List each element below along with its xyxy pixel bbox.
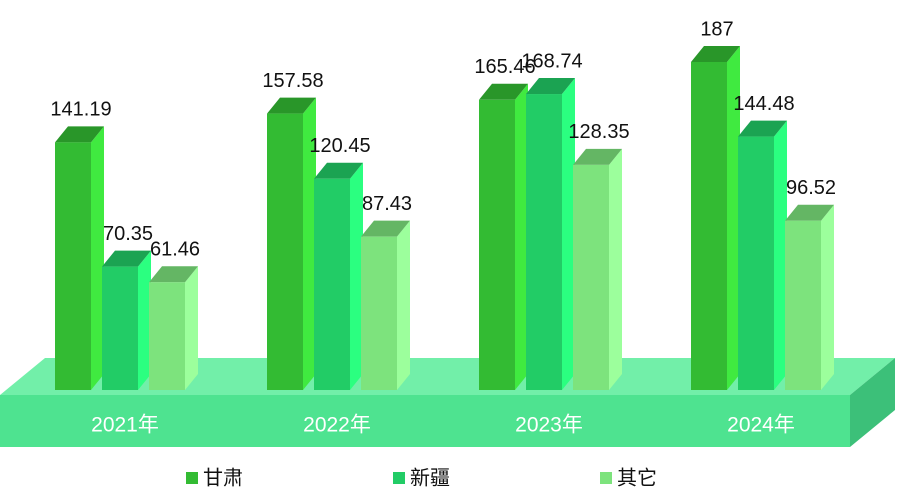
bar-side (185, 266, 198, 390)
bar-top (785, 204, 834, 221)
bar (738, 136, 774, 390)
bar-side (562, 78, 575, 391)
value-label: 96.52 (786, 177, 836, 199)
legend-swatch (393, 472, 405, 484)
legend-swatch (600, 472, 612, 484)
bar (149, 282, 185, 390)
value-label: 128.35 (568, 121, 629, 143)
bar-top (149, 266, 198, 283)
bar (314, 178, 350, 390)
value-label: 144.48 (733, 93, 794, 115)
bar-top (55, 126, 104, 143)
value-label: 187 (700, 18, 733, 40)
x-tick-label: 2023年 (515, 414, 583, 437)
bar-top (738, 120, 787, 137)
platform-top (0, 358, 895, 395)
bar (573, 164, 609, 390)
bar (526, 94, 562, 391)
bar (267, 113, 303, 390)
x-tick-label: 2024年 (727, 414, 795, 437)
bar-side (303, 97, 316, 390)
bar-side (515, 83, 528, 391)
value-label: 120.45 (309, 135, 370, 157)
bar-side (609, 148, 622, 390)
legend-label: 其它 (617, 466, 657, 489)
bar-top (102, 250, 151, 267)
bar (691, 62, 727, 390)
bar-side (821, 204, 834, 390)
value-label: 168.74 (521, 50, 582, 72)
bar-top (526, 78, 575, 95)
x-tick-label: 2022年 (303, 414, 371, 437)
legend-swatch (186, 472, 198, 484)
value-label: 70.35 (103, 223, 153, 245)
value-label: 141.19 (50, 99, 111, 121)
bar-side (91, 126, 104, 390)
legend-label: 甘肃 (203, 466, 243, 489)
bar (479, 99, 515, 391)
bar-top (573, 148, 622, 165)
value-label: 165.46 (474, 56, 535, 78)
bar-side (350, 162, 363, 390)
platform-front (0, 395, 850, 447)
bar-top (267, 97, 316, 114)
bar-top (361, 220, 410, 237)
x-tick-label: 2021年 (91, 414, 159, 437)
bar-side (397, 220, 410, 390)
bar (102, 266, 138, 390)
platform-side (850, 358, 895, 447)
value-label: 157.58 (262, 70, 323, 92)
bar (55, 142, 91, 390)
bar-top (314, 162, 363, 179)
value-label: 87.43 (362, 193, 412, 215)
legend-label: 新疆 (410, 466, 450, 489)
value-label: 61.46 (150, 238, 200, 260)
bar (785, 220, 821, 390)
bar-side (727, 46, 740, 390)
bar-top (479, 83, 528, 100)
bar (361, 236, 397, 390)
bar-top (691, 46, 740, 62)
bar-side (138, 250, 151, 390)
bar-side (774, 120, 787, 390)
